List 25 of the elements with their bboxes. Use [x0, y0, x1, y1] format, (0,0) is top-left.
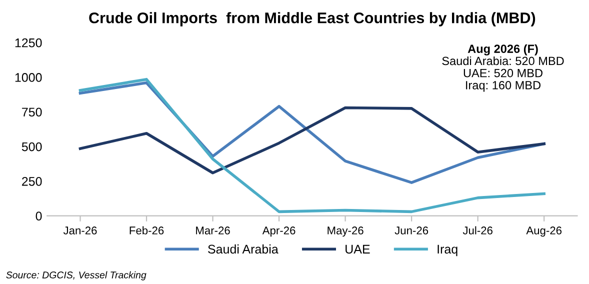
annotation: UAE: 520 MBD [464, 68, 542, 78]
annotation: Saudi Arabia: 520 MBD [442, 56, 564, 66]
y-tick-label: 750 [22, 108, 42, 117]
y-tick-label: 0 [36, 212, 42, 220]
x-tick-label: Jun-26 [394, 226, 428, 234]
x-tick-label: May-26 [328, 226, 364, 237]
x-tick-label: Jul-26 [462, 226, 492, 234]
x-tick-label: Mar-26 [196, 226, 230, 234]
line-series [78, 106, 546, 174]
legend-label: UAE [346, 244, 370, 254]
line-series [78, 78, 546, 214]
source-note: Source: DGCIS, Vessel Tracking [6, 271, 146, 280]
y-tick-label: 500 [22, 142, 42, 152]
chart-title: Crude Oil Imports from Middle East Countries by India (MBD) [89, 12, 536, 26]
x-tick-label: Apr-26 [262, 226, 296, 237]
x-tick-label: Aug-26 [526, 226, 562, 237]
annotation: Aug 2026 (F) [468, 44, 538, 56]
annotation: Iraq: 160 MBD [466, 81, 540, 92]
x-tick-label: Feb-26 [130, 226, 164, 234]
legend-label: Saudi Arabia [208, 244, 278, 254]
y-tick-label: 1000 [15, 73, 42, 82]
y-tick-label: 1250 [15, 38, 42, 48]
x-tick-label: Jan-26 [63, 226, 97, 234]
legend-label: Iraq [438, 244, 458, 256]
y-tick-label: 250 [22, 176, 42, 186]
